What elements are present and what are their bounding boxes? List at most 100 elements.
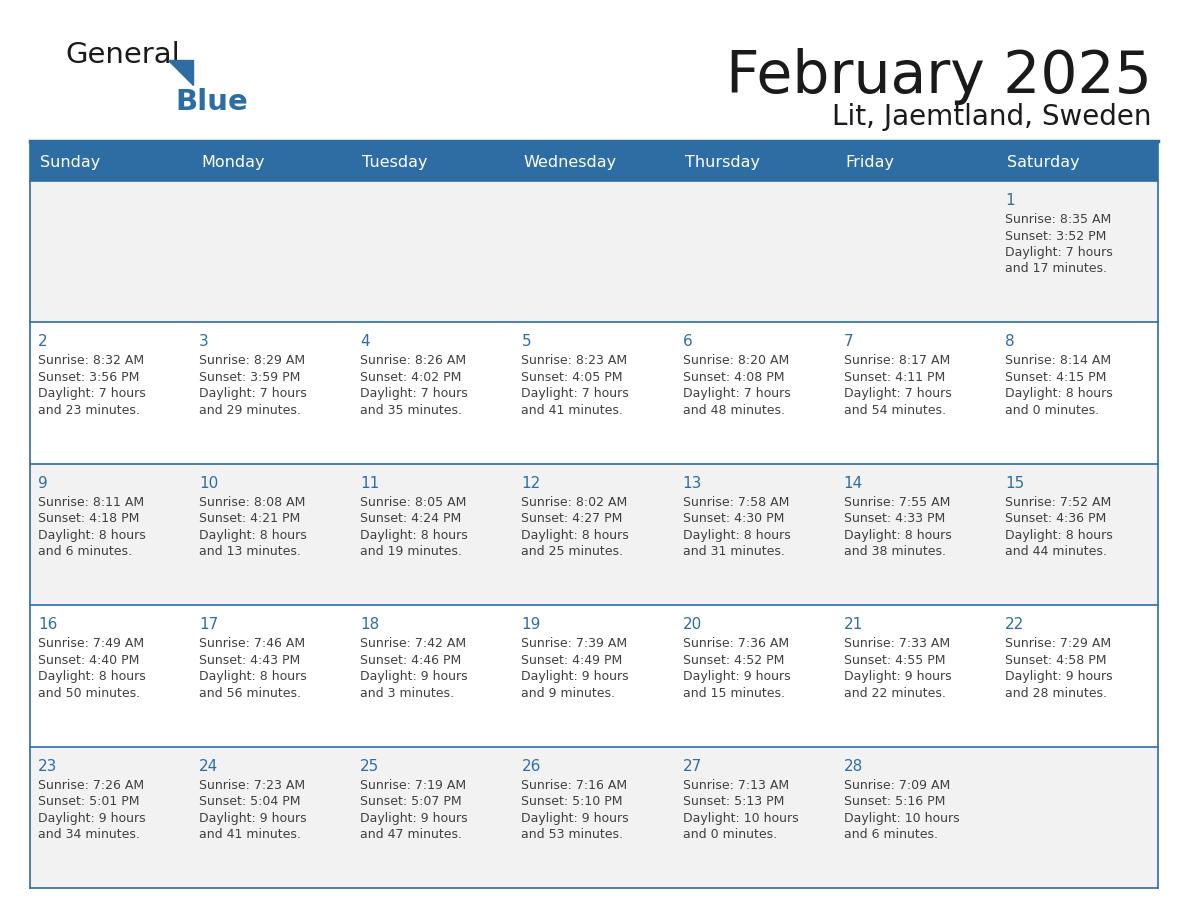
Text: Sunset: 4:40 PM: Sunset: 4:40 PM [38,654,139,666]
Text: 5: 5 [522,334,531,350]
Text: and 6 minutes.: and 6 minutes. [38,545,132,558]
Text: 14: 14 [843,476,862,491]
Text: Sunrise: 8:20 AM: Sunrise: 8:20 AM [683,354,789,367]
Text: Sunrise: 8:26 AM: Sunrise: 8:26 AM [360,354,467,367]
Text: Wednesday: Wednesday [524,154,617,170]
Text: Sunrise: 7:09 AM: Sunrise: 7:09 AM [843,778,950,791]
Text: 3: 3 [200,334,209,350]
Text: and 3 minutes.: and 3 minutes. [360,687,454,700]
Text: Sunrise: 8:17 AM: Sunrise: 8:17 AM [843,354,950,367]
Text: Thursday: Thursday [684,154,759,170]
Text: and 47 minutes.: and 47 minutes. [360,828,462,841]
Text: and 41 minutes.: and 41 minutes. [200,828,301,841]
Text: Daylight: 7 hours: Daylight: 7 hours [683,387,790,400]
Text: Sunrise: 7:19 AM: Sunrise: 7:19 AM [360,778,467,791]
Text: and 35 minutes.: and 35 minutes. [360,404,462,417]
Text: 22: 22 [1005,617,1024,633]
Text: Daylight: 8 hours: Daylight: 8 hours [360,529,468,542]
Text: Sunrise: 7:46 AM: Sunrise: 7:46 AM [200,637,305,650]
Text: Daylight: 9 hours: Daylight: 9 hours [522,670,630,683]
Text: and 54 minutes.: and 54 minutes. [843,404,946,417]
Text: Daylight: 9 hours: Daylight: 9 hours [360,670,468,683]
Text: Sunrise: 7:13 AM: Sunrise: 7:13 AM [683,778,789,791]
Text: 7: 7 [843,334,853,350]
Text: 12: 12 [522,476,541,491]
Text: Blue: Blue [175,88,248,116]
Text: 27: 27 [683,758,702,774]
Text: 6: 6 [683,334,693,350]
Text: Daylight: 8 hours: Daylight: 8 hours [200,529,307,542]
Text: Sunset: 4:52 PM: Sunset: 4:52 PM [683,654,784,666]
Text: Sunset: 4:58 PM: Sunset: 4:58 PM [1005,654,1106,666]
Text: February 2025: February 2025 [726,48,1152,105]
Bar [30,322,1158,464]
Text: 21: 21 [843,617,862,633]
Text: 8: 8 [1005,334,1015,350]
Text: Sunset: 5:16 PM: Sunset: 5:16 PM [843,795,946,808]
Text: Sunset: 4:43 PM: Sunset: 4:43 PM [200,654,301,666]
Bar [30,746,1158,888]
Text: Daylight: 10 hours: Daylight: 10 hours [683,812,798,824]
Bar [30,143,1158,181]
Text: Sunrise: 7:58 AM: Sunrise: 7:58 AM [683,496,789,509]
Text: Sunrise: 8:11 AM: Sunrise: 8:11 AM [38,496,144,509]
Text: Daylight: 9 hours: Daylight: 9 hours [38,812,146,824]
Text: Sunset: 5:07 PM: Sunset: 5:07 PM [360,795,462,808]
Text: and 53 minutes.: and 53 minutes. [522,828,624,841]
Text: and 6 minutes.: and 6 minutes. [843,828,937,841]
Text: 28: 28 [843,758,862,774]
Text: Daylight: 7 hours: Daylight: 7 hours [1005,246,1113,259]
Text: Sunrise: 7:55 AM: Sunrise: 7:55 AM [843,496,950,509]
Text: Friday: Friday [846,154,895,170]
Text: 9: 9 [38,476,48,491]
Text: Sunset: 4:30 PM: Sunset: 4:30 PM [683,512,784,525]
Text: Sunrise: 7:26 AM: Sunrise: 7:26 AM [38,778,144,791]
Text: General: General [65,41,179,69]
Text: Sunrise: 7:29 AM: Sunrise: 7:29 AM [1005,637,1111,650]
Text: Sunset: 4:15 PM: Sunset: 4:15 PM [1005,371,1106,384]
Text: Daylight: 9 hours: Daylight: 9 hours [683,670,790,683]
Text: Sunrise: 7:39 AM: Sunrise: 7:39 AM [522,637,627,650]
Text: and 41 minutes.: and 41 minutes. [522,404,624,417]
Text: Sunset: 4:18 PM: Sunset: 4:18 PM [38,512,139,525]
Text: Daylight: 9 hours: Daylight: 9 hours [200,812,307,824]
Text: and 31 minutes.: and 31 minutes. [683,545,784,558]
Text: Sunrise: 7:36 AM: Sunrise: 7:36 AM [683,637,789,650]
Text: Sunset: 4:55 PM: Sunset: 4:55 PM [843,654,946,666]
Text: Sunset: 3:52 PM: Sunset: 3:52 PM [1005,230,1106,242]
Text: Sunrise: 8:23 AM: Sunrise: 8:23 AM [522,354,627,367]
Text: and 34 minutes.: and 34 minutes. [38,828,140,841]
Text: and 17 minutes.: and 17 minutes. [1005,263,1107,275]
Text: Sunrise: 8:14 AM: Sunrise: 8:14 AM [1005,354,1111,367]
Text: Sunrise: 8:05 AM: Sunrise: 8:05 AM [360,496,467,509]
Text: and 25 minutes.: and 25 minutes. [522,545,624,558]
Text: and 44 minutes.: and 44 minutes. [1005,545,1107,558]
Text: 10: 10 [200,476,219,491]
Text: Saturday: Saturday [1007,154,1080,170]
Text: Sunset: 5:04 PM: Sunset: 5:04 PM [200,795,301,808]
Text: Sunset: 4:11 PM: Sunset: 4:11 PM [843,371,944,384]
Text: Sunset: 4:27 PM: Sunset: 4:27 PM [522,512,623,525]
Text: Monday: Monday [201,154,265,170]
Text: Daylight: 7 hours: Daylight: 7 hours [200,387,307,400]
Text: and 0 minutes.: and 0 minutes. [683,828,777,841]
Text: 25: 25 [360,758,379,774]
Text: Sunset: 4:08 PM: Sunset: 4:08 PM [683,371,784,384]
Text: 16: 16 [38,617,57,633]
Text: Daylight: 9 hours: Daylight: 9 hours [843,670,952,683]
Text: Sunrise: 7:33 AM: Sunrise: 7:33 AM [843,637,950,650]
Bar [30,464,1158,605]
Text: 20: 20 [683,617,702,633]
Text: 23: 23 [38,758,57,774]
Text: 2: 2 [38,334,48,350]
Text: 26: 26 [522,758,541,774]
Text: 19: 19 [522,617,541,633]
Text: and 0 minutes.: and 0 minutes. [1005,404,1099,417]
Text: 4: 4 [360,334,369,350]
Text: and 56 minutes.: and 56 minutes. [200,687,301,700]
Text: Sunset: 5:13 PM: Sunset: 5:13 PM [683,795,784,808]
Text: Daylight: 9 hours: Daylight: 9 hours [1005,670,1112,683]
Text: Sunset: 5:10 PM: Sunset: 5:10 PM [522,795,623,808]
Text: Sunrise: 8:35 AM: Sunrise: 8:35 AM [1005,213,1111,226]
Text: Sunday: Sunday [40,154,100,170]
